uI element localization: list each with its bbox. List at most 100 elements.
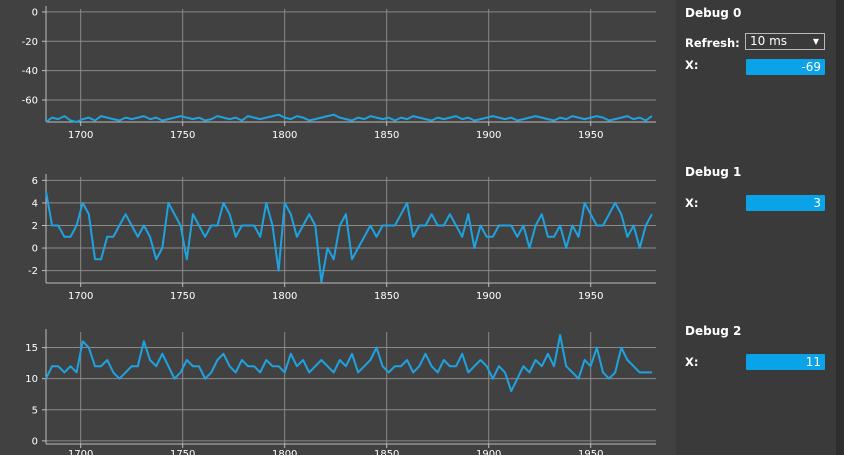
- chart-2-point: [467, 371, 469, 373]
- plot-area: 0 -20 -40 -60 1700 1750 1800 1850 1900 1950 6 4 2 0 -2…: [21, 6, 656, 455]
- chart-1-point: [369, 224, 371, 226]
- chart-1-point: [271, 224, 273, 226]
- chart-1-ytick-label-4: -2: [28, 266, 38, 277]
- chart-1-point: [418, 224, 420, 226]
- chart-0-point: [51, 117, 53, 119]
- chart-2-point: [247, 365, 249, 367]
- chart-0-point: [473, 120, 475, 122]
- chart-2-point: [431, 365, 433, 367]
- chart-0-point: [57, 118, 59, 120]
- chart-0-point: [149, 118, 151, 120]
- chart-0-point: [216, 115, 218, 117]
- chart-2-point: [94, 365, 96, 367]
- chart-2-xtick-label-3: 1850: [374, 449, 399, 455]
- chart-1-point: [51, 224, 53, 226]
- refresh-label: Refresh:: [685, 36, 740, 50]
- chart-0-point: [486, 117, 488, 119]
- chart-1-xtick-label-0: 1700: [68, 291, 93, 302]
- chart-2-point: [651, 371, 653, 373]
- chart-2-point: [88, 347, 90, 349]
- chart-1-point: [137, 236, 139, 238]
- chart-0-xtick-label-0: 1700: [68, 130, 93, 141]
- chart-2-point: [204, 378, 206, 380]
- chart-1-point: [45, 191, 47, 193]
- chart-1-point: [118, 224, 120, 226]
- chart-1-point: [406, 202, 408, 204]
- chart-0-point: [271, 115, 273, 117]
- chart-2-point: [412, 371, 414, 373]
- chart-0-point: [516, 120, 518, 122]
- chart-1-point: [424, 224, 426, 226]
- chart-2-point: [265, 359, 267, 361]
- chart-0-point: [510, 117, 512, 119]
- chart-2-point: [473, 365, 475, 367]
- chart-0-point: [467, 117, 469, 119]
- chart-1-point: [241, 224, 243, 226]
- chart-0-point: [584, 118, 586, 120]
- chart-1-point: [492, 236, 494, 238]
- chart-1-point: [388, 224, 390, 226]
- chart-2-point: [443, 359, 445, 361]
- chart-2-point: [461, 353, 463, 355]
- chart-2-point: [327, 365, 329, 367]
- chart-0-point: [253, 117, 255, 119]
- chart-0-point: [63, 115, 65, 117]
- chart-2-point: [541, 365, 543, 367]
- chart-0-point: [284, 117, 286, 119]
- chart-2-point: [363, 365, 365, 367]
- chart-0-point: [333, 114, 335, 116]
- chart-0-point: [327, 115, 329, 117]
- chart-0-point: [137, 117, 139, 119]
- chart-1-point: [69, 236, 71, 238]
- chart-2-point: [253, 365, 255, 367]
- chart-1-point: [571, 224, 573, 226]
- chart-1-point: [363, 236, 365, 238]
- chart-0-point: [69, 120, 71, 122]
- refresh-select[interactable]: 10 ms ▼: [745, 33, 825, 50]
- chart-0-point: [112, 118, 114, 120]
- chart-1-point: [620, 213, 622, 215]
- chart-0-point: [94, 120, 96, 122]
- chart-0-point: [461, 118, 463, 120]
- chart-0-point: [198, 117, 200, 119]
- chart-1-point: [94, 258, 96, 260]
- chart-0-point: [535, 115, 537, 117]
- debug-panel-0-title: Debug 0: [685, 6, 742, 20]
- chart-1-point: [253, 224, 255, 226]
- chart-0-point: [345, 118, 347, 120]
- debug-sidebar: Debug 0 Refresh: 10 ms ▼ X: -69 Debug 1 …: [676, 0, 836, 455]
- chart-2-point: [112, 371, 114, 373]
- chart-0-point: [265, 117, 267, 119]
- chart-0-point: [351, 120, 353, 122]
- chart-0-point: [82, 118, 84, 120]
- chart-2-point: [198, 365, 200, 367]
- chart-1-point: [633, 224, 635, 226]
- chart-1-point: [529, 247, 531, 249]
- debug-panel-0-x-label: X:: [685, 58, 699, 72]
- chart-2-point: [100, 365, 102, 367]
- debug-panel-1-x-value: 3: [746, 195, 825, 211]
- chart-1-point: [461, 236, 463, 238]
- debug-panel-2-title: Debug 2: [685, 324, 742, 338]
- chart-1-point: [131, 224, 133, 226]
- chart-0-point: [278, 114, 280, 116]
- chart-1-point: [278, 270, 280, 272]
- chart-2-point: [45, 378, 47, 380]
- chart-1-point: [639, 247, 641, 249]
- chart-2-point: [394, 365, 396, 367]
- chart-2-point: [302, 359, 304, 361]
- chart-2-point: [376, 347, 378, 349]
- chart-1-point: [357, 247, 359, 249]
- chart-2-point: [167, 365, 169, 367]
- chart-2-point: [639, 371, 641, 373]
- chart-2-point: [626, 359, 628, 361]
- chart-0-point: [608, 120, 610, 122]
- chart-1-point: [57, 224, 59, 226]
- sidebar-scrollbar[interactable]: [836, 0, 844, 455]
- debug-panel-2-x-label: X:: [685, 355, 699, 369]
- chart-1-point: [161, 247, 163, 249]
- chart-1-point: [259, 236, 261, 238]
- chart-1-point: [333, 258, 335, 260]
- chart-0-point: [118, 120, 120, 122]
- chart-2-point: [418, 365, 420, 367]
